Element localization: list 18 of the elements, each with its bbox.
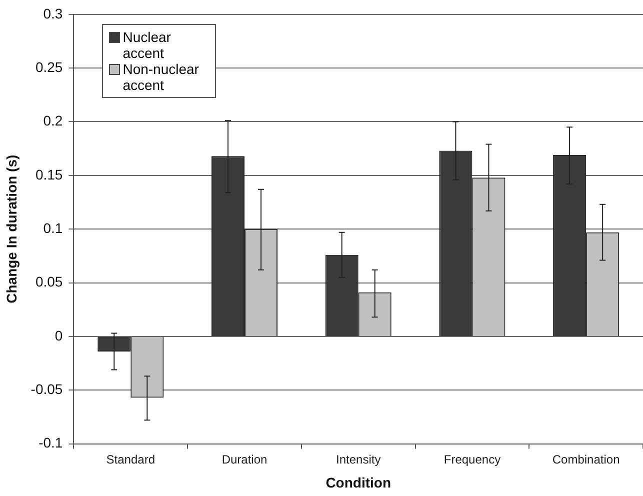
x-tick-label: Combination — [552, 452, 620, 466]
y-tick-label: 0.05 — [35, 274, 63, 290]
x-tick-label: Frequency — [444, 452, 501, 466]
y-axis-title: Change In duration (s) — [3, 154, 20, 304]
y-tick-label: 0.1 — [43, 220, 63, 236]
legend-label: Nuclear accent — [122, 29, 172, 62]
y-tick-label: 0.3 — [43, 5, 63, 22]
y-tick-label: 0.2 — [43, 112, 63, 129]
x-axis-title: Condition — [326, 474, 392, 490]
y-tick-label: -0.1 — [38, 434, 63, 451]
y-tick-label: 0.15 — [35, 166, 63, 182]
legend-label: Non-nuclear accent — [122, 61, 200, 94]
y-tick-label: 0.25 — [35, 58, 63, 75]
x-tick-label: Standard — [106, 452, 155, 466]
x-tick-label: Duration — [222, 452, 268, 466]
x-tick-label: Intensity — [336, 452, 381, 466]
y-tick-label: -0.05 — [30, 380, 63, 397]
y-tick-label: 0 — [54, 327, 63, 344]
